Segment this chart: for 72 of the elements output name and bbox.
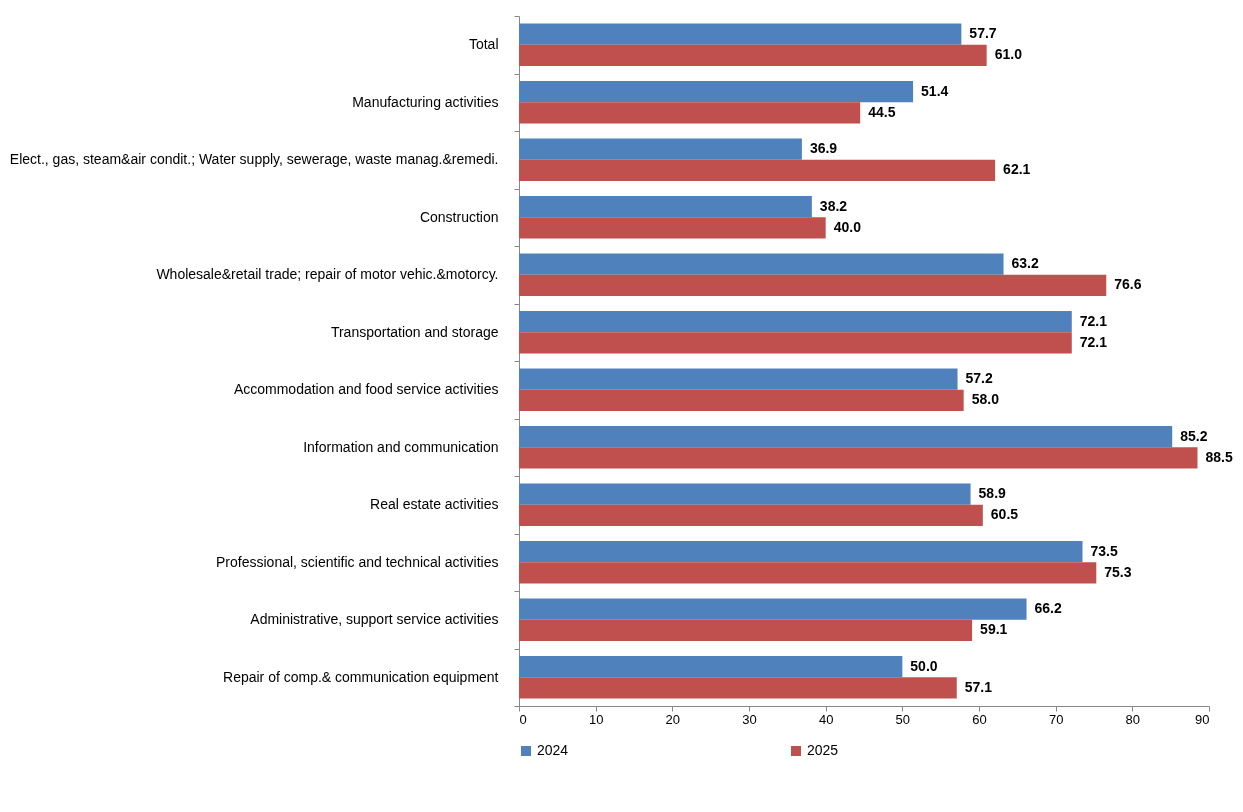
bar xyxy=(519,23,962,45)
data-label: 73.5 xyxy=(1090,542,1118,559)
data-label: 60.5 xyxy=(990,506,1019,523)
x-tick-label: 90 xyxy=(1195,711,1210,727)
data-label: 57.7 xyxy=(969,25,997,42)
x-tick-label: 20 xyxy=(665,711,681,727)
y-tick-label: Information and communication xyxy=(303,438,499,455)
data-label: 59.1 xyxy=(980,621,1008,638)
x-tick-label: 70 xyxy=(1048,711,1064,727)
bar xyxy=(519,677,957,699)
y-tick-label: Repair of comp.& communication equipment xyxy=(223,668,499,685)
data-label: 58.0 xyxy=(971,391,1000,408)
bar xyxy=(519,310,1072,333)
bar xyxy=(519,253,1004,275)
data-label: 57.2 xyxy=(965,370,993,387)
bar xyxy=(519,80,914,103)
bar xyxy=(519,368,958,390)
data-label: 57.1 xyxy=(964,678,993,695)
data-label: 38.2 xyxy=(819,197,848,214)
data-label: 63.2 xyxy=(1011,255,1039,272)
data-label: 62.1 xyxy=(1003,161,1031,178)
bar xyxy=(519,540,1083,563)
bar xyxy=(519,138,802,160)
bar xyxy=(519,504,983,527)
y-tick-label: Construction xyxy=(419,208,499,225)
data-label: 51.4 xyxy=(921,82,949,99)
x-tick-label: 50 xyxy=(895,711,911,727)
bar xyxy=(519,195,812,218)
data-label: 85.2 xyxy=(1180,427,1208,444)
y-tick-label: Elect., gas, steam&air condit.; Water supply, sewerage, waste manag.&remedi. xyxy=(9,151,499,168)
data-label: 61.0 xyxy=(994,46,1023,63)
bar xyxy=(519,274,1107,297)
bar xyxy=(519,619,973,642)
data-label: 40.0 xyxy=(833,218,862,235)
bar xyxy=(519,332,1072,354)
legend-label: 2024 xyxy=(537,742,569,758)
data-label: 58.9 xyxy=(978,485,1007,502)
bar xyxy=(519,483,971,505)
data-label: 50.0 xyxy=(910,657,938,674)
bar xyxy=(519,389,964,412)
bar xyxy=(519,102,861,124)
bar xyxy=(519,562,1097,584)
y-tick-label: Wholesale&retail trade; repair of motor vehic.&motorcy. xyxy=(156,266,499,283)
bar xyxy=(519,598,1027,620)
x-tick-label: 60 xyxy=(972,711,987,727)
data-label: 66.2 xyxy=(1034,600,1062,617)
y-tick-label: Manufacturing activities xyxy=(352,93,499,110)
y-tick-label: Professional, scientific and technical activities xyxy=(216,553,499,570)
bar xyxy=(519,447,1198,469)
x-tick-label: 40 xyxy=(818,711,834,727)
bar xyxy=(519,44,987,67)
y-tick-label: Administrative, support service activities xyxy=(250,611,499,628)
y-tick-label: Accommodation and food service activities xyxy=(233,381,499,398)
legend-label: 2025 xyxy=(807,742,839,758)
bar xyxy=(519,159,996,182)
x-tick-label: 10 xyxy=(588,711,604,727)
data-label: 75.3 xyxy=(1104,563,1132,580)
data-label: 36.9 xyxy=(809,140,838,157)
data-label: 44.5 xyxy=(868,103,896,120)
y-tick-label: Transportation and storage xyxy=(330,323,499,340)
data-label: 76.6 xyxy=(1114,276,1142,293)
x-tick-label: 0 xyxy=(519,711,527,727)
bar xyxy=(519,655,903,678)
data-label: 88.5 xyxy=(1205,448,1233,465)
x-tick-label: 80 xyxy=(1125,711,1141,727)
bar xyxy=(519,425,1173,448)
y-tick-label: Total xyxy=(468,36,499,53)
data-label: 72.1 xyxy=(1079,333,1108,350)
data-label: 72.1 xyxy=(1079,312,1108,329)
bar xyxy=(519,217,826,239)
y-tick-label: Real estate activities xyxy=(370,496,499,513)
x-tick-label: 30 xyxy=(742,711,757,727)
